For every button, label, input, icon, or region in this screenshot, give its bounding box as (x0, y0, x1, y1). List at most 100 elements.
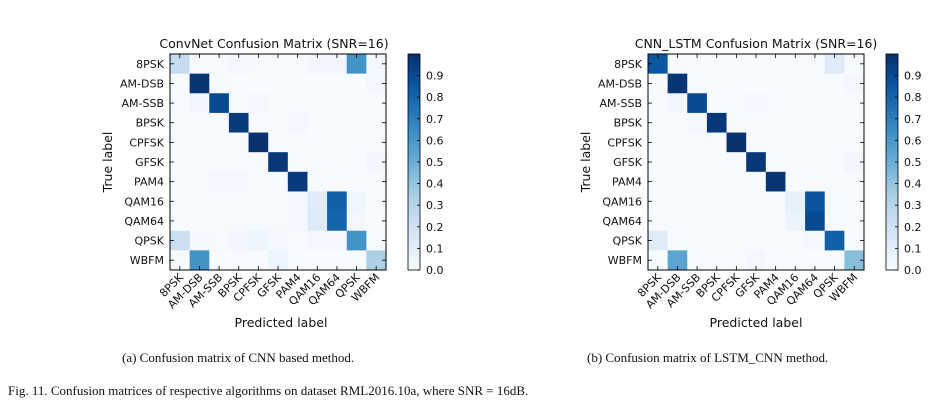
heatmap-cell (785, 230, 806, 251)
colorbar-segment (408, 75, 420, 80)
heatmap-cell (170, 132, 191, 153)
colorbar-segment (886, 104, 898, 109)
colorbar-segment (408, 201, 420, 206)
colorbar-segment (408, 147, 420, 152)
colorbar-segment (886, 216, 898, 220)
y-tick-label: CPFSK (607, 136, 642, 149)
heatmap-cell (189, 132, 210, 153)
heatmap-cell (844, 152, 865, 173)
heatmap-cell (746, 230, 767, 251)
colorbar-segment (886, 266, 898, 271)
figure-caption: Fig. 11. Confusion matrices of respectiv… (8, 383, 529, 398)
heatmap-cell (228, 250, 249, 271)
heatmap-cell (687, 132, 708, 153)
colorbar-segment (408, 226, 420, 231)
heatmap-cell (765, 112, 786, 133)
heatmap-cell (170, 112, 191, 133)
heatmap-cell (307, 73, 328, 94)
y-tick-label: WBFM (608, 254, 642, 267)
heatmap-cell (307, 211, 328, 232)
heatmap-cell (824, 54, 845, 75)
heatmap-cell (687, 191, 708, 212)
heatmap-cell (785, 132, 806, 153)
heatmap-cell (170, 93, 191, 114)
colorbar-tick-label: 0.9 (904, 70, 922, 83)
x-axis-label: Predicted label (710, 315, 803, 330)
heatmap-cell (346, 152, 367, 173)
heatmap-cell (726, 211, 747, 232)
colorbar-segment (408, 122, 420, 127)
heatmap-cell (824, 132, 845, 153)
heatmap-cell (667, 191, 688, 212)
heatmap-cell (307, 230, 328, 251)
heatmap-cell (366, 152, 387, 173)
heatmap-cell (189, 54, 210, 75)
colorbar-segment (886, 122, 898, 127)
heatmap-cell (687, 250, 708, 271)
heatmap-cell (765, 230, 786, 251)
heatmap-cell (189, 112, 210, 133)
colorbar-segment (408, 68, 420, 73)
heatmap-cell (189, 93, 210, 114)
heatmap-cell (844, 171, 865, 192)
y-tick-label: CPFSK (129, 136, 164, 149)
heatmap-cell (706, 93, 727, 114)
heatmap-cell (805, 132, 826, 153)
colorbar-segment (886, 129, 898, 134)
heatmap-cell (746, 73, 767, 94)
heatmap-cell (307, 93, 328, 114)
heatmap-cell (746, 132, 767, 153)
heatmap-cell (248, 54, 269, 75)
colorbar-segment (408, 158, 420, 163)
heatmap-cell (765, 211, 786, 232)
colorbar-segment (408, 118, 420, 123)
colorbar-tick-label: 0.2 (904, 221, 922, 234)
heatmap-cell (189, 171, 210, 192)
heatmap-cell (824, 230, 845, 251)
heatmap-cell (687, 230, 708, 251)
heatmap-cell (248, 230, 269, 251)
heatmap-cell (209, 93, 230, 114)
heatmap-cell (687, 54, 708, 75)
heatmap-cell (248, 250, 269, 271)
subfigure-caption-b: (b) Confusion matrix of LSTM_CNN method. (587, 350, 829, 365)
colorbar-segment (886, 54, 898, 58)
heatmap-cell (170, 171, 191, 192)
colorbar-segment (408, 162, 420, 166)
heatmap-cell (746, 211, 767, 232)
y-tick-label: QPSK (613, 235, 643, 248)
heatmap-cell (170, 152, 191, 173)
y-tick-label: QAM16 (124, 195, 164, 208)
heatmap-cell (248, 171, 269, 192)
heatmap-cell (667, 112, 688, 133)
heatmap-cell (648, 112, 669, 133)
colorbar-segment (886, 201, 898, 206)
heatmap-cell (209, 112, 230, 133)
colorbar-segment (408, 61, 420, 66)
heatmap-cell (746, 54, 767, 75)
colorbar-tick-label: 0.6 (904, 134, 922, 147)
colorbar-segment (886, 57, 898, 62)
heatmap-cell (228, 230, 249, 251)
colorbar-segment (886, 187, 898, 192)
heatmap-cell (209, 73, 230, 94)
y-tick-label: QAM64 (602, 215, 642, 228)
heatmap-cell (785, 73, 806, 94)
heatmap-cell (209, 54, 230, 75)
colorbar-segment (886, 244, 898, 249)
colorbar-segment (886, 79, 898, 84)
heatmap-cell (307, 132, 328, 153)
colorbar-segment (408, 133, 420, 138)
colorbar-tick-label: 0.4 (426, 178, 444, 191)
heatmap-cell (346, 171, 367, 192)
heatmap-cell (648, 54, 669, 75)
heatmap-cell (785, 54, 806, 75)
colorbar-segment (408, 230, 420, 235)
colorbar-segment (886, 252, 898, 256)
heatmap-cell (687, 73, 708, 94)
colorbar-segment (886, 100, 898, 105)
colorbar-segment (408, 93, 420, 98)
heatmap-cell (268, 132, 289, 153)
colorbar-segment (886, 72, 898, 76)
heatmap-cell (327, 250, 348, 271)
